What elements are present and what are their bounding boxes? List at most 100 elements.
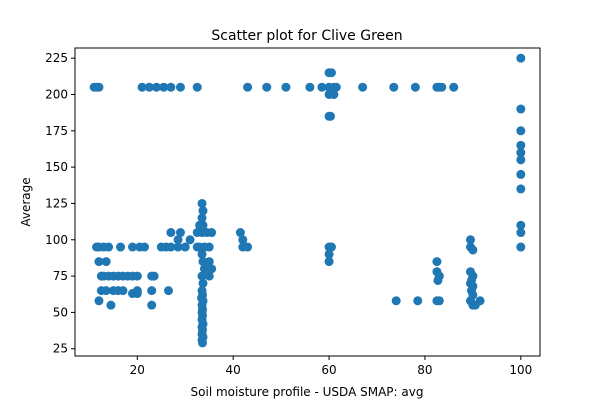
- y-tick-label: 75: [53, 269, 68, 283]
- data-point: [413, 296, 423, 306]
- data-point: [197, 213, 207, 223]
- data-point: [128, 242, 138, 252]
- data-point: [449, 82, 459, 92]
- data-point: [204, 242, 214, 252]
- data-point: [326, 111, 336, 121]
- data-point: [198, 278, 208, 288]
- data-point: [207, 228, 217, 238]
- data-point: [391, 296, 401, 306]
- data-point: [437, 82, 447, 92]
- data-point: [305, 82, 315, 92]
- data-point: [185, 235, 195, 245]
- data-point: [516, 126, 526, 136]
- data-points: [89, 53, 526, 348]
- data-point: [197, 271, 207, 281]
- data-point: [358, 82, 368, 92]
- data-point: [324, 257, 334, 267]
- data-point: [192, 82, 202, 92]
- data-point: [137, 82, 147, 92]
- data-point: [149, 271, 159, 281]
- data-point: [198, 206, 208, 216]
- y-tick-label: 25: [53, 342, 68, 356]
- data-point: [434, 296, 444, 306]
- data-point: [163, 286, 173, 296]
- data-point: [94, 82, 104, 92]
- data-point: [118, 286, 128, 296]
- data-point: [94, 296, 104, 306]
- data-point: [516, 53, 526, 63]
- chart-title: Scatter plot for Clive Green: [211, 28, 402, 44]
- y-tick-label: 150: [45, 160, 68, 174]
- data-point: [326, 68, 336, 78]
- data-point: [432, 257, 442, 267]
- data-point: [433, 275, 443, 285]
- data-point: [516, 140, 526, 150]
- data-point: [116, 242, 126, 252]
- data-point: [151, 82, 161, 92]
- data-point: [262, 82, 272, 92]
- data-point: [199, 264, 209, 274]
- data-point: [468, 245, 478, 255]
- x-tick-label: 60: [321, 363, 336, 377]
- data-point: [331, 82, 341, 92]
- data-point: [317, 82, 327, 92]
- y-tick-label: 125: [45, 196, 68, 210]
- data-point: [410, 82, 420, 92]
- data-point: [166, 242, 176, 252]
- data-point: [198, 220, 208, 230]
- data-point: [238, 235, 248, 245]
- data-point: [180, 242, 190, 252]
- data-point: [106, 300, 116, 310]
- data-point: [101, 286, 111, 296]
- data-point: [324, 249, 334, 259]
- data-point: [166, 82, 176, 92]
- data-point: [281, 82, 291, 92]
- y-axis-label: Average: [19, 177, 33, 226]
- x-tick-label: 80: [417, 363, 432, 377]
- x-axis-label: Soil moisture profile - USDA SMAP: avg: [191, 385, 424, 399]
- data-point: [197, 198, 207, 208]
- plot-frame: [74, 47, 541, 357]
- data-point: [197, 249, 207, 259]
- data-point: [132, 289, 142, 299]
- data-point: [204, 257, 214, 267]
- y-tick-label: 100: [45, 233, 68, 247]
- y-tick-label: 200: [45, 87, 68, 101]
- data-point: [175, 228, 185, 238]
- data-point: [204, 271, 214, 281]
- data-point: [243, 82, 253, 92]
- data-point: [173, 235, 183, 245]
- data-point: [329, 89, 339, 99]
- data-point: [475, 296, 485, 306]
- data-point: [147, 286, 157, 296]
- x-tick-label: 100: [509, 363, 532, 377]
- data-point: [198, 338, 208, 348]
- data-point: [94, 257, 104, 267]
- data-point: [516, 169, 526, 179]
- data-point: [147, 300, 157, 310]
- data-point: [465, 235, 475, 245]
- data-point: [144, 82, 154, 92]
- x-tick-label: 20: [130, 363, 145, 377]
- data-point: [389, 82, 399, 92]
- data-point: [140, 242, 150, 252]
- y-tick-label: 175: [45, 124, 68, 138]
- data-point: [516, 148, 526, 158]
- data-point: [104, 242, 114, 252]
- data-point: [516, 155, 526, 165]
- data-point: [516, 184, 526, 194]
- data-point: [516, 104, 526, 114]
- data-point: [326, 242, 336, 252]
- data-point: [166, 228, 176, 238]
- data-point: [132, 271, 142, 281]
- x-axis-ticks: 20 40 60 80 100: [130, 356, 532, 377]
- data-point: [207, 264, 217, 274]
- data-point: [101, 257, 111, 267]
- data-point: [198, 257, 208, 267]
- y-tick-label: 50: [53, 305, 68, 319]
- y-axis-ticks: 25 50 75 100 125 150 175 200 225: [45, 51, 75, 356]
- data-point: [516, 220, 526, 230]
- data-point: [235, 228, 245, 238]
- data-point: [243, 242, 253, 252]
